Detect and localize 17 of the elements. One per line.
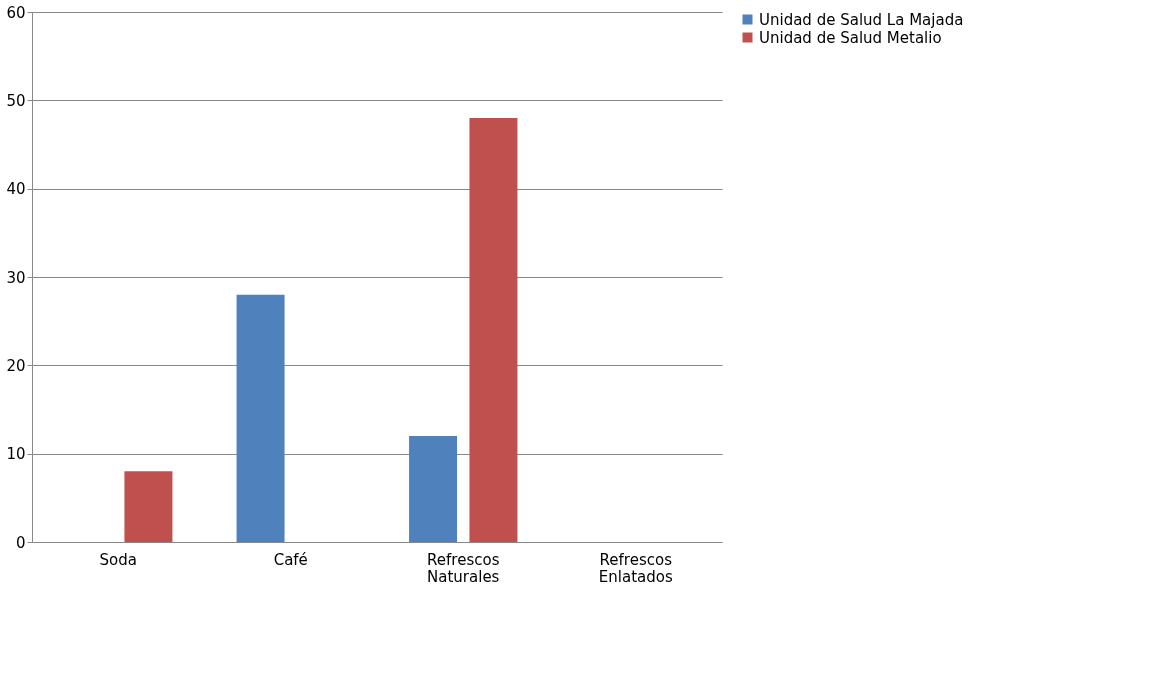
legend-label: Unidad de Salud La Majada [759, 10, 964, 29]
bar [469, 118, 518, 542]
y-tick-label: 40 [6, 180, 26, 199]
x-tick-label: Refrescos Naturales [427, 550, 500, 586]
y-tick-label: 20 [6, 356, 26, 375]
x-tick-label: Soda [99, 550, 137, 569]
y-tick-label: 50 [6, 91, 26, 110]
bar [124, 471, 173, 542]
x-tick-label: Café [273, 550, 308, 569]
x-tick-label: Refrescos Enlatados [598, 550, 673, 586]
legend-label: Unidad de Salud Metalio [759, 28, 942, 47]
y-tick-label: 10 [6, 445, 26, 464]
y-tick-label: 30 [6, 268, 26, 287]
bar [236, 294, 285, 542]
y-tick-label: 0 [15, 533, 26, 552]
bar [409, 436, 458, 542]
y-tick-label: 60 [6, 3, 26, 22]
